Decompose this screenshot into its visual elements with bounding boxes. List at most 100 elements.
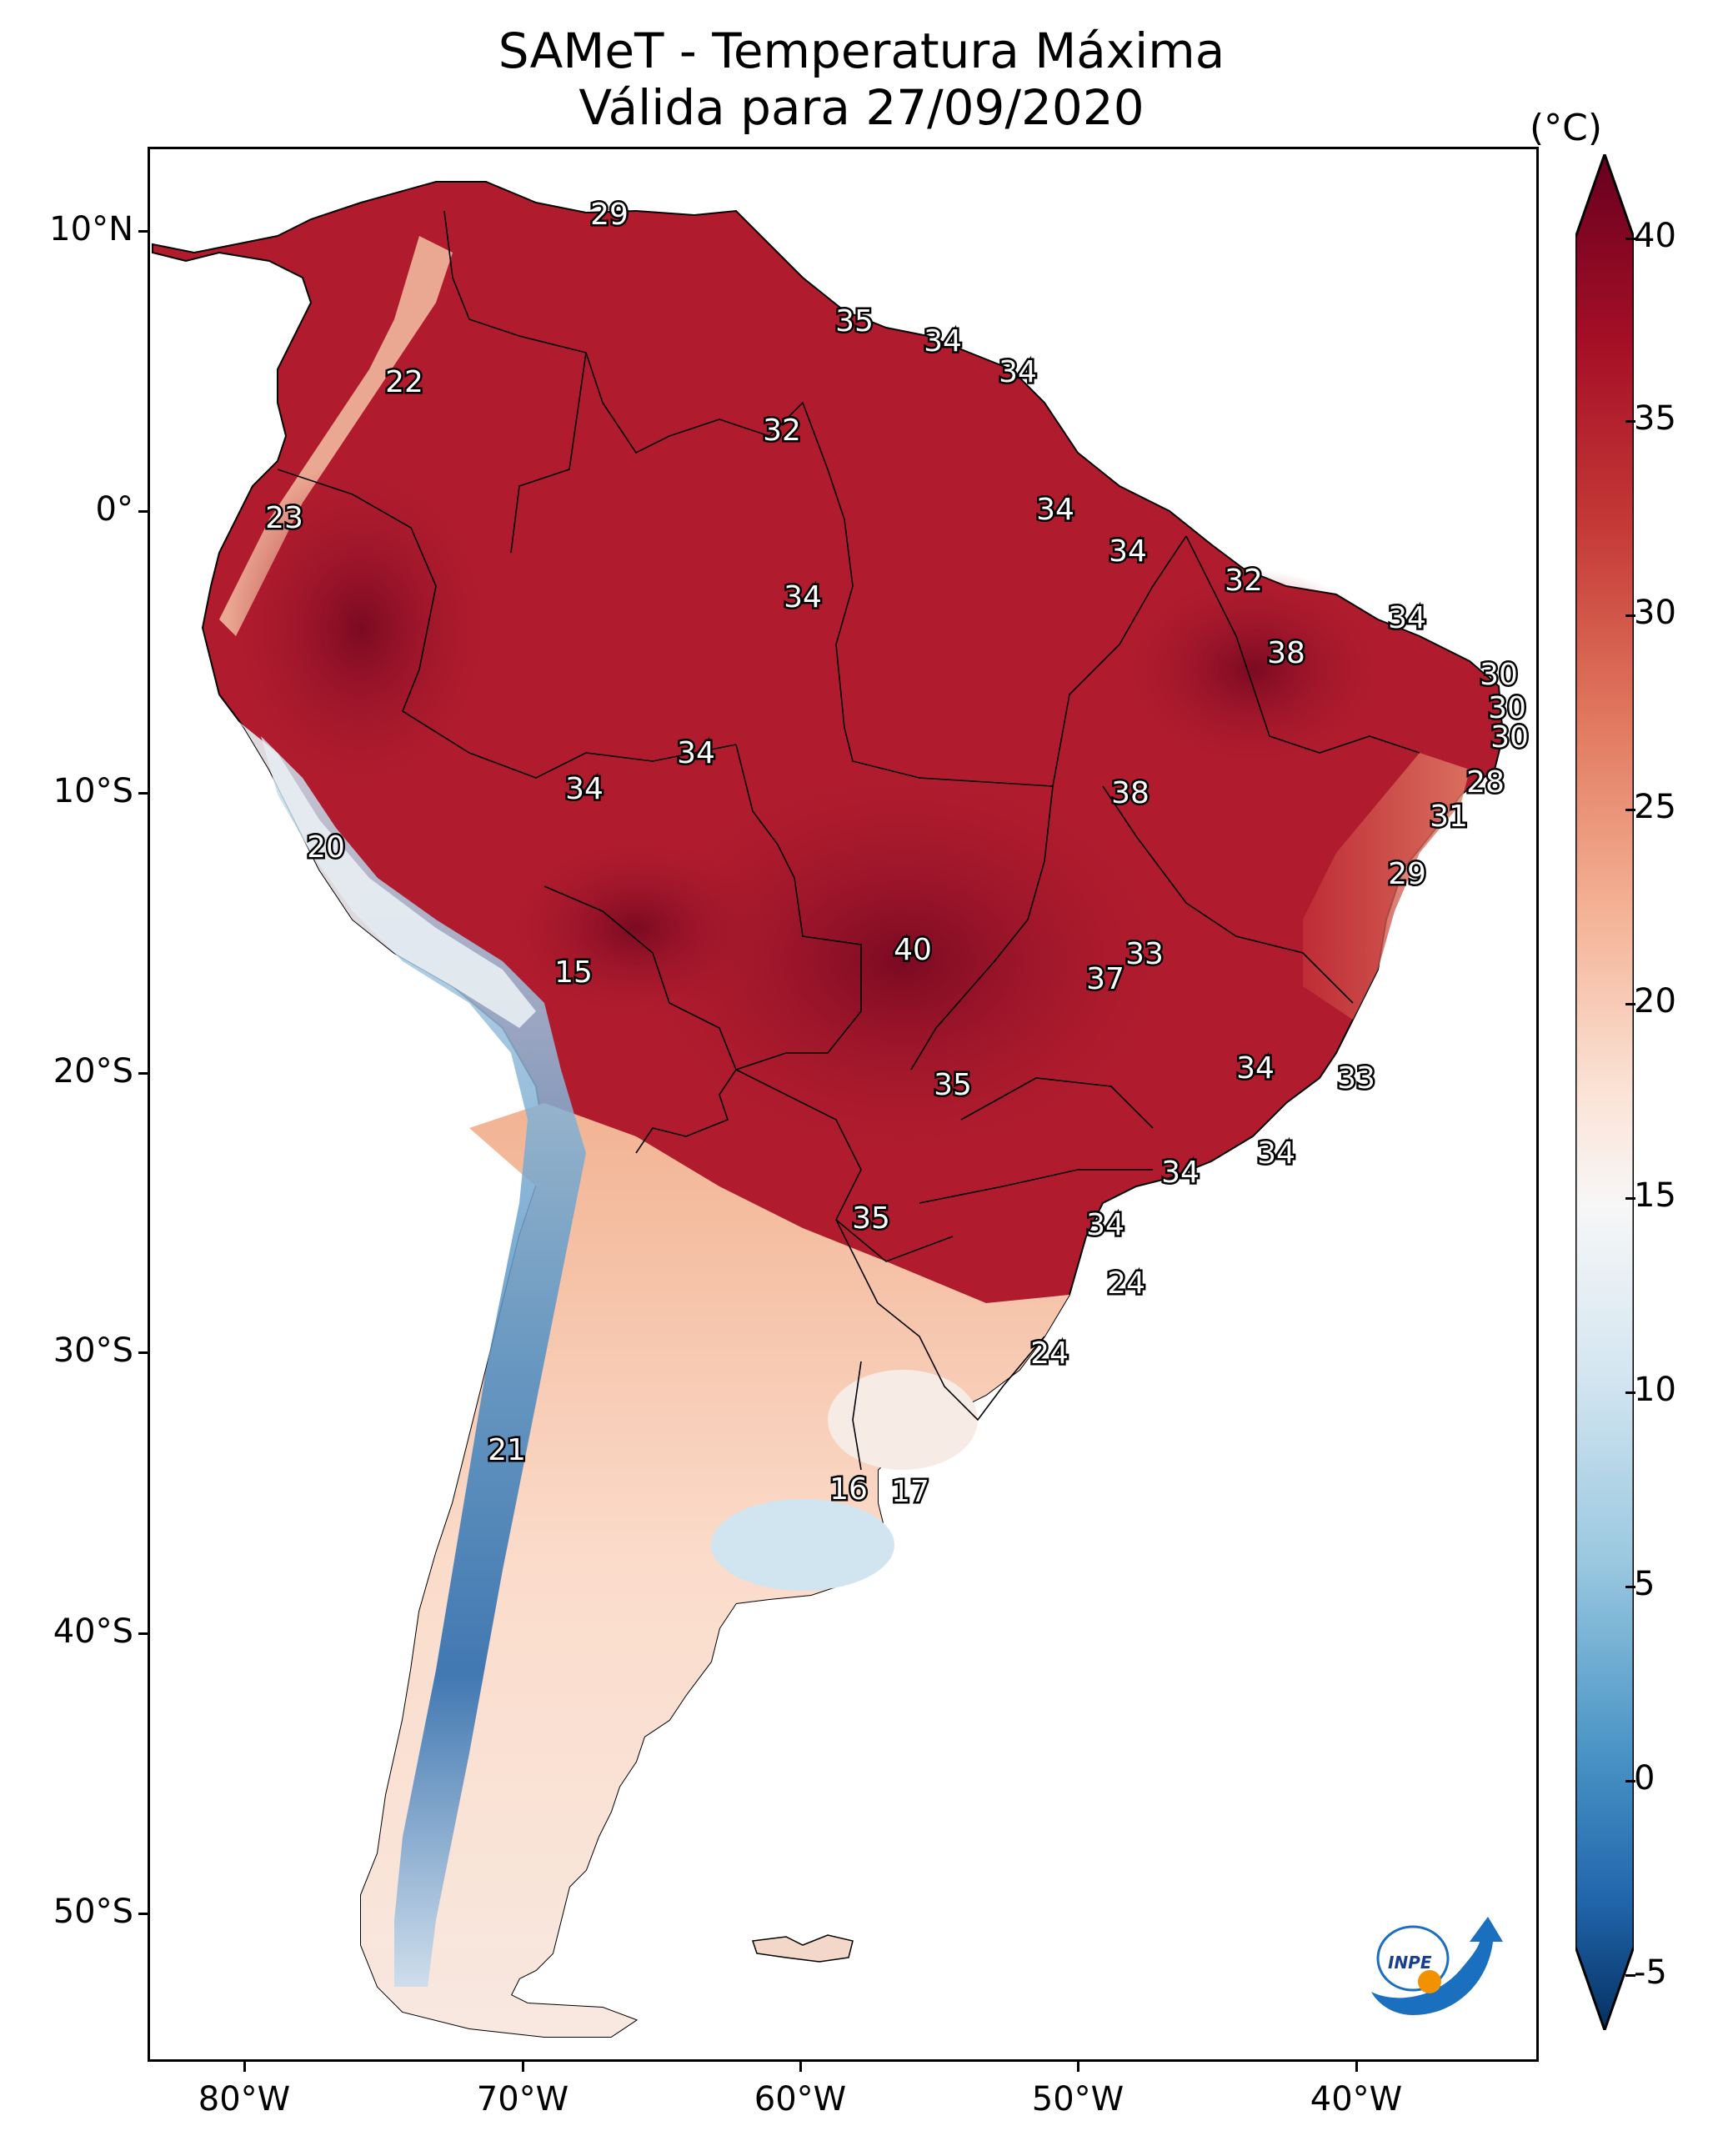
colorbar-tick [1625, 614, 1635, 617]
logo-text: INPE [1388, 1953, 1432, 1973]
map-label: 29 [1388, 857, 1426, 891]
y-tick [138, 1072, 148, 1075]
colorbar-tick [1625, 1197, 1635, 1200]
heat-core-central [628, 761, 1178, 1161]
chart-title-line1: SAMeT - Temperatura Máxima [498, 23, 1225, 79]
country-borders [277, 210, 1420, 1471]
map-panel: 29 35 34 34 22 32 23 34 34 34 32 34 38 3… [148, 147, 1539, 2062]
map-label: 16 [829, 1472, 868, 1507]
y-tick-label: 50°S [53, 1893, 133, 1931]
map-label: 34 [1036, 493, 1074, 527]
map-label: 24 [1030, 1336, 1069, 1371]
map-label: 34 [999, 355, 1037, 389]
map-label: 34 [1257, 1136, 1295, 1171]
map-label: 34 [1388, 601, 1426, 635]
map-label: 22 [385, 365, 423, 399]
map-label: 35 [852, 1201, 890, 1236]
heat-core-northeast [1119, 569, 1386, 770]
map-label: 15 [554, 955, 593, 990]
heat-core-bolivia [503, 836, 769, 1020]
colorbar-label: 10 [1634, 1371, 1676, 1409]
colorbar-tick [1625, 1391, 1635, 1394]
colorbar-label: 15 [1634, 1176, 1676, 1215]
map-label: 30 [1488, 691, 1526, 725]
colorbar-tick [1625, 420, 1635, 423]
map-label: 30 [1480, 658, 1518, 692]
y-tick-label: 40°S [53, 1612, 133, 1651]
colorbar-label: 20 [1634, 982, 1676, 1020]
map-label: 34 [565, 772, 604, 806]
map-label: 34 [784, 580, 822, 614]
colorbar-tick [1625, 1586, 1635, 1588]
map-label: 24 [1107, 1266, 1145, 1301]
labels-layer: 29 35 34 34 22 32 23 34 34 34 32 34 38 3… [263, 196, 1531, 1512]
colorbar-label: 25 [1634, 788, 1676, 826]
map-label: 35 [835, 304, 874, 338]
map-label: 28 [1466, 765, 1505, 800]
colorbar-label: 35 [1634, 399, 1676, 438]
map-label: 31 [1430, 800, 1468, 834]
y-tick [138, 230, 148, 233]
peru-coast-cool [236, 720, 536, 1028]
inpe-logo: INPE [1371, 1917, 1503, 2015]
x-tick-label: 60°W [754, 2080, 847, 2118]
x-tick-label: 80°W [198, 2080, 291, 2118]
map-label: 17 [891, 1475, 929, 1509]
x-tick-label: 70°W [476, 2080, 569, 2118]
y-tick [138, 1632, 148, 1635]
chart-title-line2: Válida para 27/09/2020 [579, 79, 1144, 136]
x-tick [799, 2062, 802, 2072]
colorbar [1575, 154, 1634, 2030]
map-label: 33 [1337, 1061, 1375, 1096]
cool-area-la-plata [711, 1499, 894, 1591]
x-tick [1077, 2062, 1079, 2072]
y-tick-label: 20°S [53, 1052, 133, 1091]
map-label: 30 [1490, 720, 1529, 755]
heat-core-northwest [228, 461, 494, 795]
map-label: 34 [677, 736, 715, 770]
y-tick [138, 510, 148, 513]
map-label: 29 [590, 198, 629, 232]
map-label: 38 [1111, 776, 1150, 810]
x-tick [1355, 2062, 1358, 2072]
y-tick-label: 10°N [49, 210, 133, 248]
y-tick-label: 0° [95, 490, 133, 529]
map-label: 34 [1236, 1051, 1275, 1086]
colorbar-tick [1625, 238, 1635, 240]
map-label: 40 [894, 933, 932, 967]
y-tick [138, 1351, 148, 1354]
colorbar-tick [1625, 1974, 1635, 1977]
map-label: 35 [934, 1068, 972, 1102]
map-label: 23 [265, 501, 303, 535]
y-tick [138, 792, 148, 795]
colorbar-label: 40 [1634, 217, 1676, 255]
andes-cold-band [261, 736, 586, 1987]
y-tick [138, 1913, 148, 1915]
colorbar-tick [1625, 1780, 1635, 1782]
falkland-islands [751, 1934, 854, 1963]
map-label: 37 [1086, 962, 1124, 996]
colorbar-label: 5 [1634, 1565, 1655, 1603]
colorbar-unit: (°C) [1530, 107, 1603, 149]
colorbar-label: 30 [1634, 594, 1676, 632]
map-label: 34 [1109, 534, 1147, 569]
map-label: 34 [1086, 1208, 1124, 1242]
x-tick-label: 40°W [1310, 2080, 1403, 2118]
map-label: 32 [763, 414, 801, 448]
northeast-coast-mild [1303, 753, 1470, 1020]
map-label: 33 [1125, 937, 1164, 971]
colorbar-tick [1625, 1003, 1635, 1005]
x-tick [243, 2062, 246, 2072]
map-label: 38 [1267, 636, 1305, 670]
map-svg [152, 181, 1505, 2038]
colorbar-label: -5 [1634, 1953, 1667, 1992]
x-tick [522, 2062, 524, 2072]
cool-area-uruguay [828, 1370, 978, 1470]
y-tick-label: 30°S [53, 1331, 133, 1370]
map-label: 34 [924, 324, 962, 358]
map-label: 21 [488, 1433, 526, 1467]
map-label: 32 [1225, 564, 1263, 598]
map-label: 34 [1161, 1156, 1200, 1190]
colorbar-tick [1625, 809, 1635, 811]
colorbar-label: 0 [1634, 1759, 1655, 1798]
